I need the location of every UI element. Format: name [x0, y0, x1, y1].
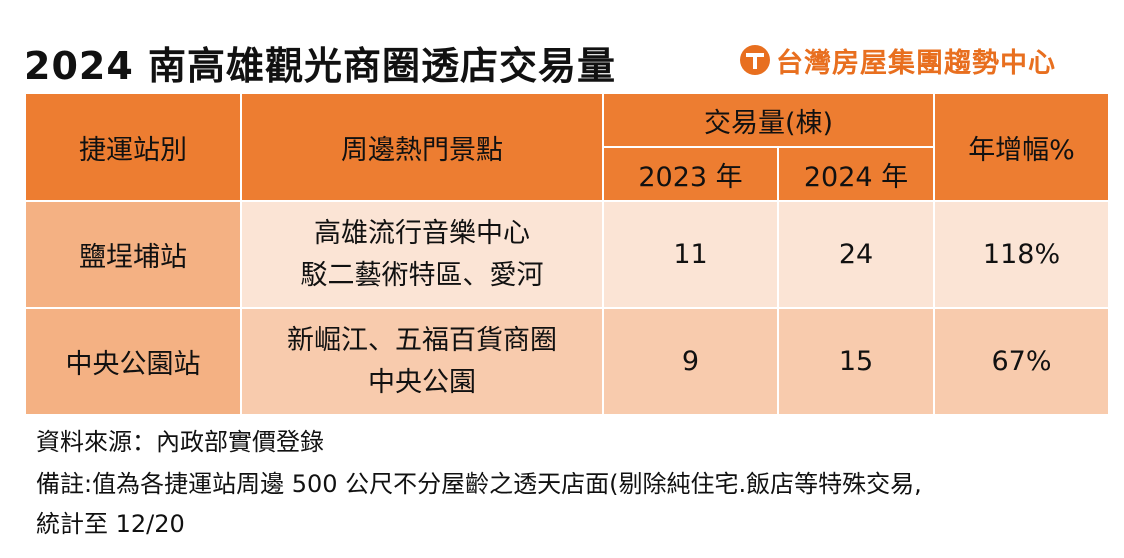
growth-cell: 118% — [933, 200, 1111, 309]
attractions-line: 中央公園 — [368, 366, 476, 398]
taiwan-realty-logo-icon — [740, 45, 770, 75]
attractions-cell: 新崛江、五福百貨商圈 中央公園 — [240, 307, 604, 416]
transaction-table: 捷運站別 周邊熱門景點 交易量(棟) 年增幅% 2023 年 2024 年 鹽埕… — [24, 92, 1111, 416]
header-year-2024: 2024 年 — [776, 146, 936, 202]
volume-2023-cell: 11 — [602, 200, 779, 309]
header-volume: 交易量(棟) — [601, 92, 936, 148]
brand-name: 台灣房屋集團趨勢中心 — [776, 47, 1056, 79]
header-year-2023: 2023 年 — [602, 146, 779, 202]
table-row: 鹽埕埔站 高雄流行音樂中心 駁二藝術特區、愛河 11 24 118% — [24, 200, 1111, 309]
footnote-line: 統計至 12/20 — [36, 510, 185, 538]
station-cell: 鹽埕埔站 — [24, 200, 242, 309]
footnote-line: 備註:值為各捷運站周邊 500 公尺不分屋齡之透天店面(剔除純住宅.飯店等特殊交… — [36, 470, 922, 498]
attractions-line: 新崛江、五福百貨商圈 — [287, 324, 557, 356]
header-station: 捷運站別 — [24, 92, 242, 202]
table-header-row: 捷運站別 周邊熱門景點 交易量(棟) 年增幅% — [24, 92, 1111, 202]
data-source: 資料來源：內政部實價登錄 — [36, 428, 324, 456]
attractions-line: 駁二藝術特區、愛河 — [300, 259, 544, 291]
volume-2023-cell: 9 — [602, 307, 779, 416]
table-row: 中央公園站 新崛江、五福百貨商圈 中央公園 9 15 67% — [24, 307, 1111, 416]
attractions-cell: 高雄流行音樂中心 駁二藝術特區、愛河 — [240, 200, 604, 309]
attractions-line: 高雄流行音樂中心 — [314, 217, 530, 249]
table-subheader-row: 2023 年 2024 年 — [25, 146, 1109, 202]
growth-cell: 67% — [933, 307, 1111, 416]
header-attractions: 周邊熱門景點 — [240, 92, 604, 202]
header-growth: 年增幅% — [933, 92, 1111, 202]
station-cell: 中央公園站 — [24, 307, 242, 416]
brand: 台灣房屋集團趨勢中心 — [740, 40, 1056, 80]
footnote: 備註:值為各捷運站周邊 500 公尺不分屋齡之透天店面(剔除純住宅.飯店等特殊交… — [36, 464, 1116, 544]
volume-2024-cell: 15 — [776, 307, 936, 416]
page-title: 2024 南高雄觀光商圈透店交易量 — [24, 43, 616, 88]
volume-2024-cell: 24 — [776, 200, 936, 309]
